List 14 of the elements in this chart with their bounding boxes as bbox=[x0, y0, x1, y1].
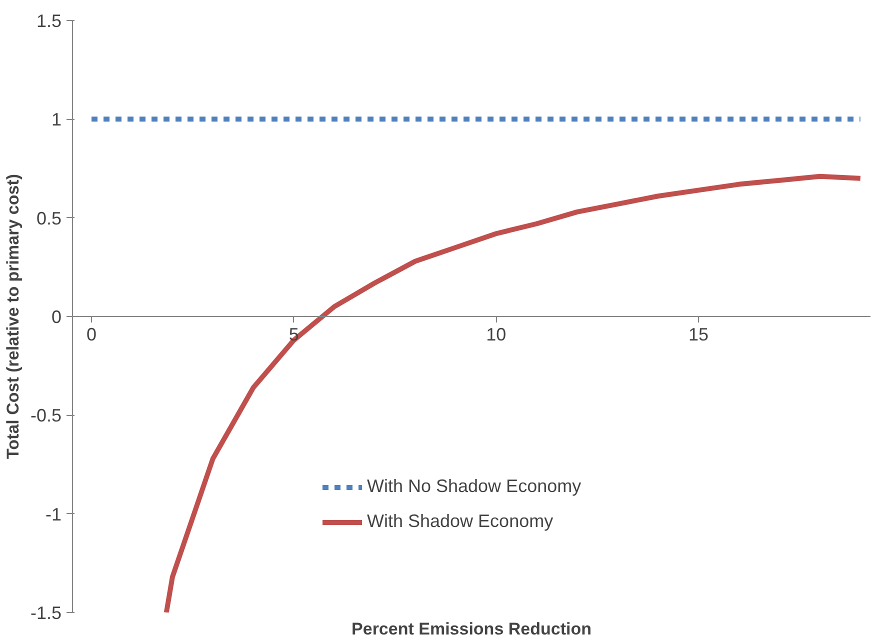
x-axis-title: Percent Emissions Reduction bbox=[352, 620, 592, 638]
legend-label: With No Shadow Economy bbox=[367, 476, 582, 497]
y-axis-title: Total Cost (relative to primary cost) bbox=[3, 174, 22, 459]
y-tick-label: 1.5 bbox=[36, 11, 62, 31]
y-tick-label: -1.5 bbox=[30, 603, 62, 623]
y-tick-label: 0.5 bbox=[36, 208, 62, 228]
y-tick-label: -1 bbox=[45, 504, 62, 524]
y-tick-label: -0.5 bbox=[30, 406, 62, 426]
y-tick-label: 1 bbox=[51, 110, 62, 130]
legend-label: With Shadow Economy bbox=[367, 511, 554, 532]
x-tick-label: 0 bbox=[86, 324, 97, 344]
x-tick-label: 10 bbox=[486, 324, 506, 344]
y-tick-label: 0 bbox=[51, 307, 62, 327]
x-tick-label: 15 bbox=[688, 324, 709, 344]
